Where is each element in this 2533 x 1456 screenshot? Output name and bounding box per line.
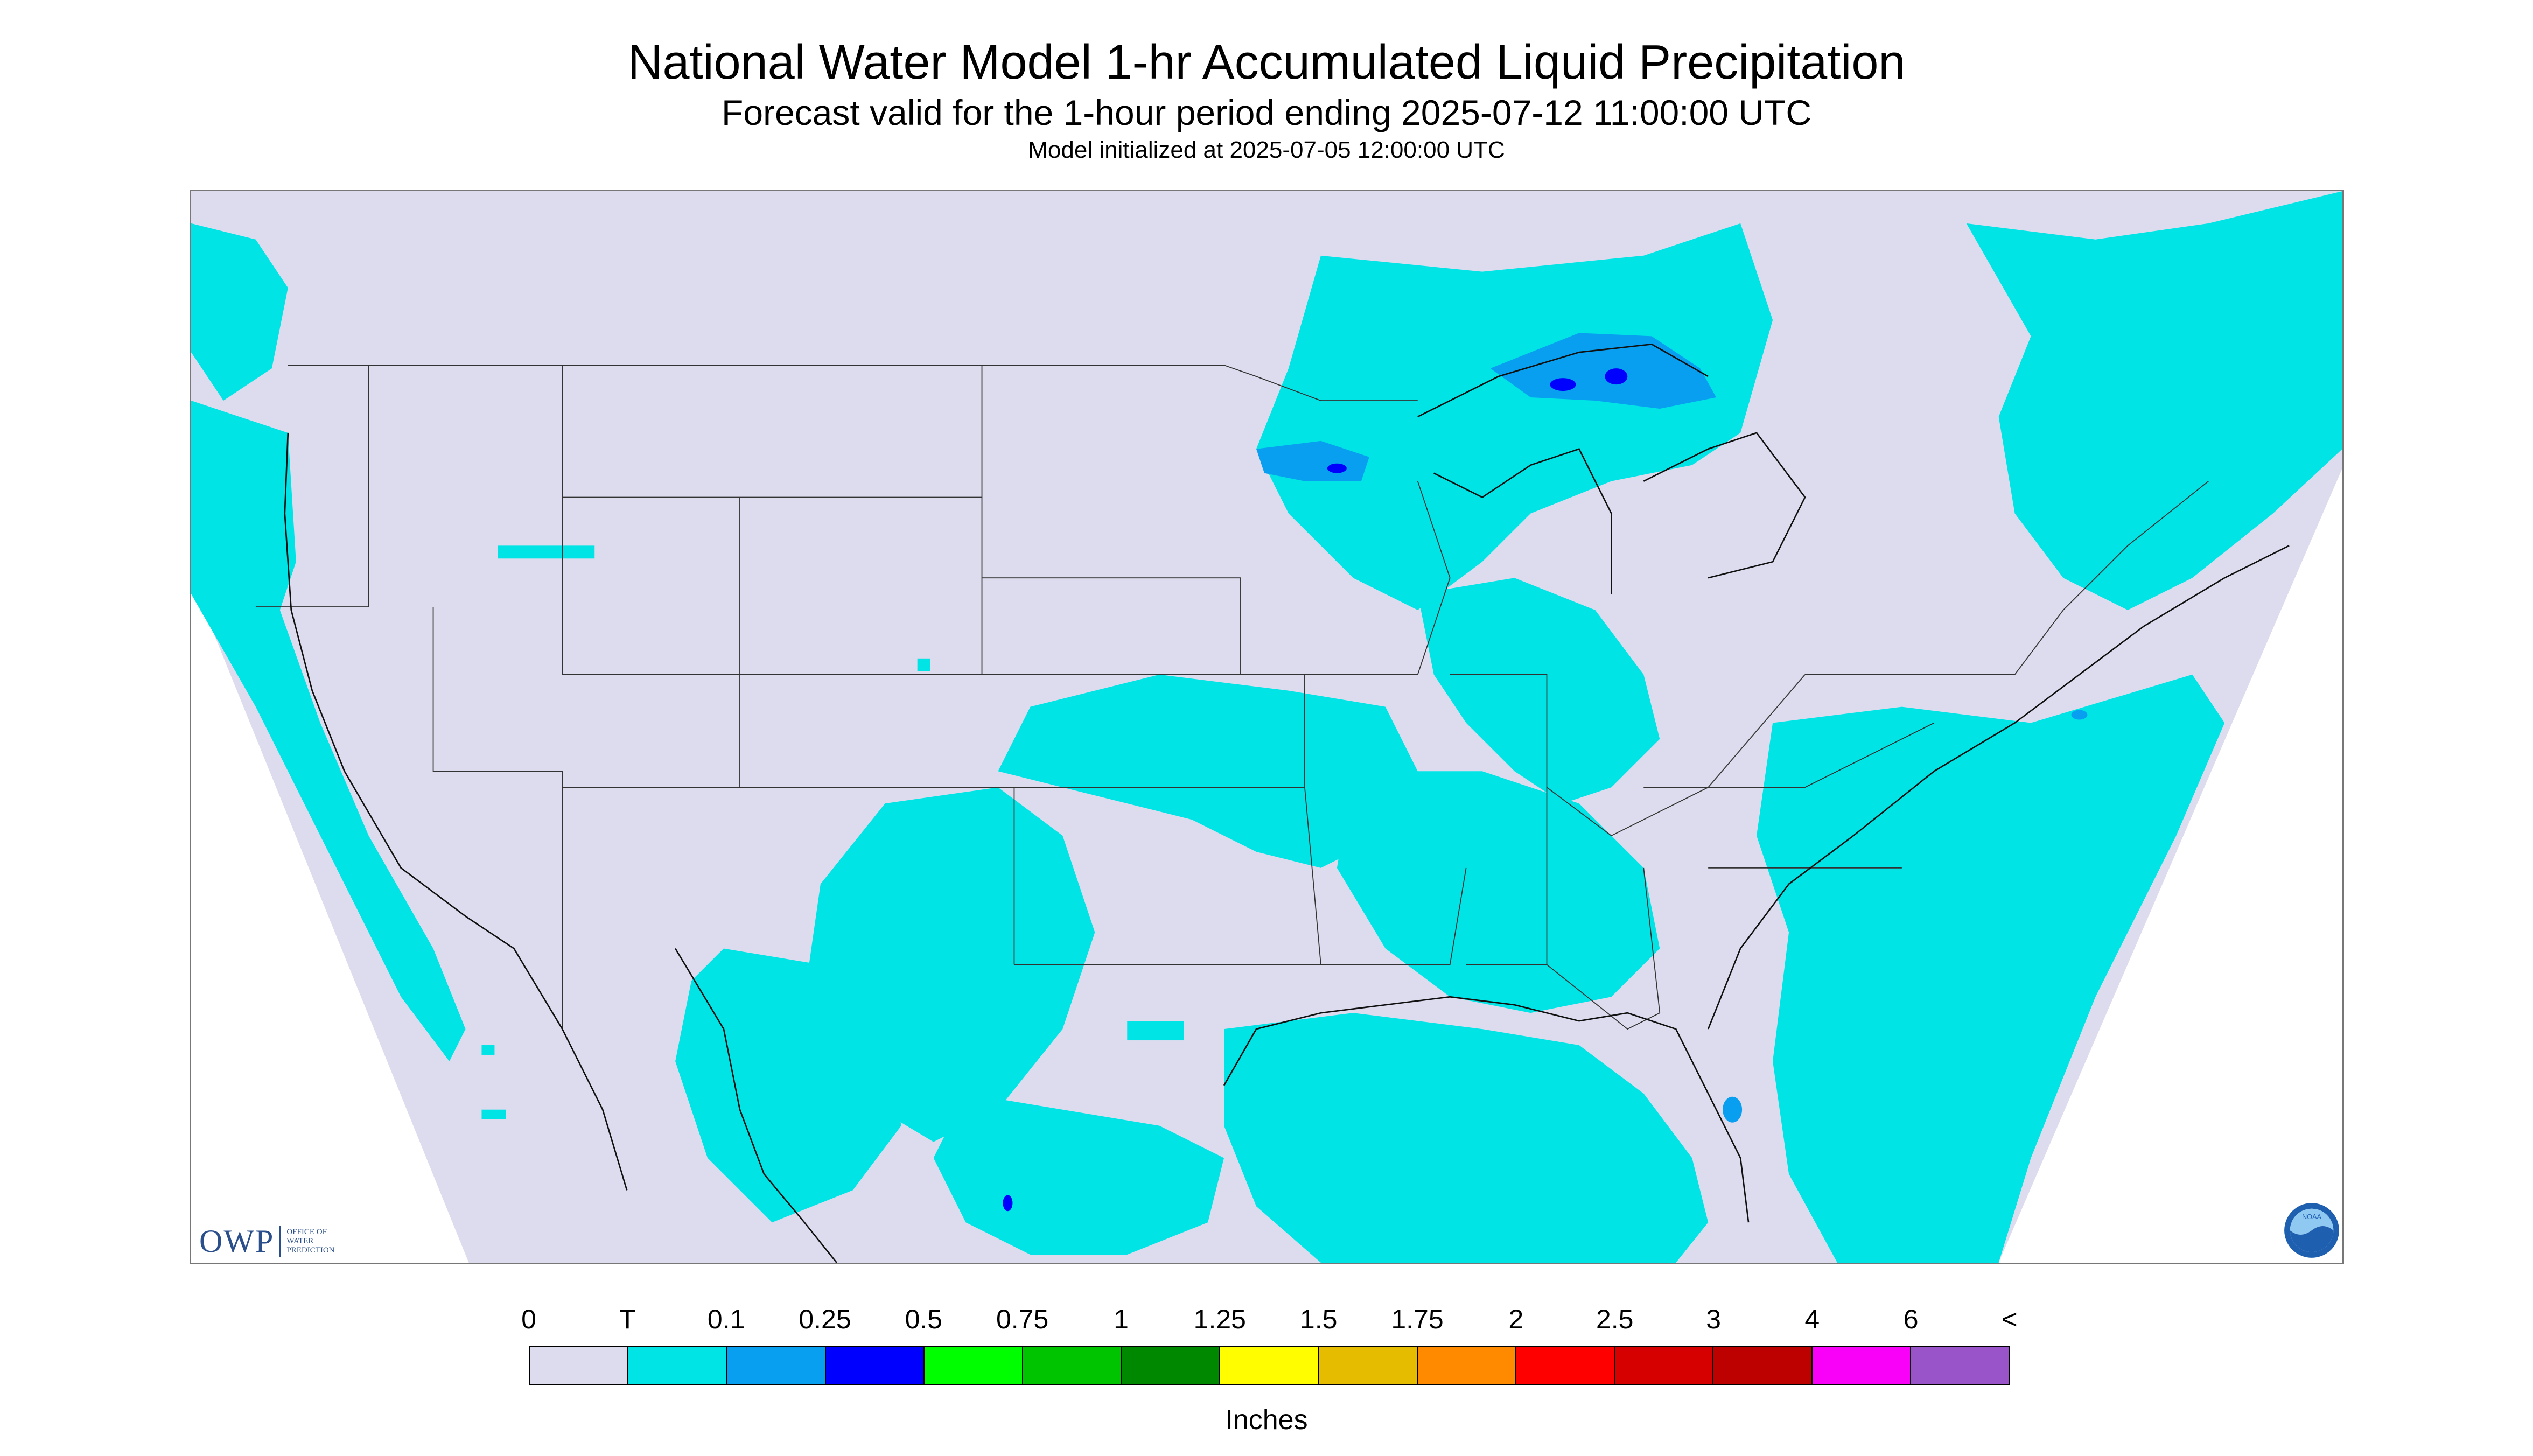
legend-swatch xyxy=(1319,1347,1418,1384)
legend-label: 0 xyxy=(521,1304,536,1334)
map-canvas xyxy=(191,191,2342,1263)
legend-label: 6 xyxy=(1903,1304,1919,1334)
legend-label: 2.5 xyxy=(1596,1304,1634,1334)
legend-swatch xyxy=(1812,1347,1911,1384)
legend-label: T xyxy=(619,1304,636,1334)
precipitation-map xyxy=(190,190,2344,1264)
legend-label: 0.1 xyxy=(707,1304,745,1334)
model-init-line: Model initialized at 2025-07-05 12:00:00… xyxy=(1028,137,1505,163)
state-borders xyxy=(255,365,2209,1030)
owp-logo: OWP OFFICE OF WATER PREDICTION xyxy=(199,1222,335,1260)
legend-swatch xyxy=(1516,1347,1615,1384)
trace-precip-areas xyxy=(191,191,2342,1263)
coastlines xyxy=(284,343,2290,1263)
legend-label: 4 xyxy=(1804,1304,1820,1334)
legend-swatch xyxy=(628,1347,727,1384)
noaa-logo-text: NOAA xyxy=(2302,1213,2322,1221)
owp-text-line-2: WATER xyxy=(286,1236,314,1245)
heavy-precip-areas xyxy=(1003,368,1628,1212)
legend-label: 0.75 xyxy=(996,1304,1049,1334)
legend-swatch xyxy=(727,1347,826,1384)
legend-units: Inches xyxy=(1225,1404,1308,1436)
legend-label: 1.5 xyxy=(1299,1304,1338,1334)
legend-swatch xyxy=(1713,1347,1813,1384)
legend-label: 1.75 xyxy=(1391,1304,1444,1334)
legend-label: 1 xyxy=(1114,1304,1129,1334)
outside-domain-left xyxy=(191,578,469,1263)
owp-wordmark: OWP xyxy=(199,1223,275,1259)
legend-swatch xyxy=(1417,1347,1517,1384)
legend-labels: 0 T 0.1 0.25 0.5 0.75 1 1.25 1.5 1.75 2 2.5 3 4 6 < xyxy=(0,1304,2533,1336)
legend-swatch xyxy=(1911,1347,2009,1384)
forecast-valid-line: Forecast valid for the 1-hour period end… xyxy=(722,93,1811,132)
owp-divider xyxy=(279,1226,282,1257)
color-legend xyxy=(529,1346,2010,1385)
legend-swatch xyxy=(1220,1347,1319,1384)
legend-swatch xyxy=(1615,1347,1714,1384)
legend-label: 2 xyxy=(1508,1304,1524,1334)
owp-text-line-3: PREDICTION xyxy=(286,1245,335,1255)
legend-label: 0.5 xyxy=(905,1304,943,1334)
legend-swatch xyxy=(530,1347,629,1384)
legend-label: 0.25 xyxy=(799,1304,851,1334)
legend-label: < xyxy=(2002,1304,2018,1334)
owp-agency-text: OFFICE OF WATER PREDICTION xyxy=(286,1228,334,1255)
legend-swatch xyxy=(1122,1347,1221,1384)
legend-label: 3 xyxy=(1706,1304,1721,1334)
owp-text-line-1: OFFICE OF xyxy=(286,1227,327,1236)
legend-swatch xyxy=(924,1347,1024,1384)
map-title: National Water Model 1-hr Accumulated Li… xyxy=(627,36,1906,89)
noaa-logo: NOAA xyxy=(2284,1203,2339,1258)
legend-swatch xyxy=(825,1347,925,1384)
legend-label: 1.25 xyxy=(1193,1304,1246,1334)
legend-swatch xyxy=(1023,1347,1122,1384)
